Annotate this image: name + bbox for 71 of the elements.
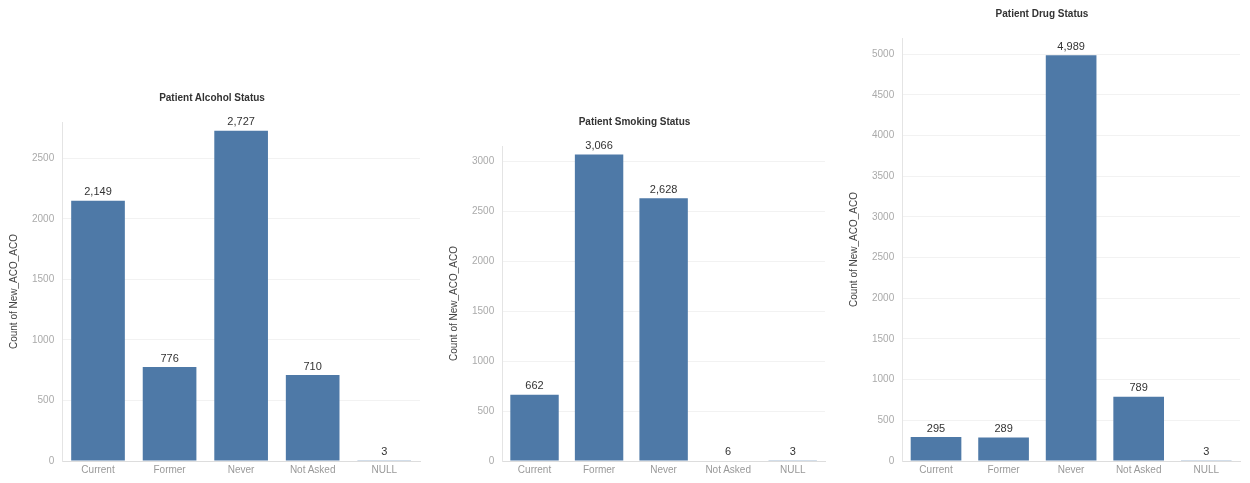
x-tick-label: Current — [517, 463, 552, 475]
data-label: 4,989 — [1057, 39, 1085, 52]
y-tick-label: 0 — [888, 454, 895, 466]
y-tick-label: 500 — [37, 394, 55, 406]
y-tick-label: 2500 — [32, 152, 55, 164]
x-tick-label: Not Asked — [705, 463, 751, 475]
bar — [142, 367, 197, 461]
data-label: 2,727 — [227, 115, 255, 128]
x-tick-label: Never — [1057, 463, 1086, 475]
y-tick-label: 4000 — [872, 129, 895, 141]
y-tick-label: 2000 — [32, 212, 55, 224]
x-tick-label: Never — [227, 463, 256, 475]
x-tick-label: Former — [153, 463, 187, 475]
y-tick-label: 2000 — [872, 292, 895, 304]
bar — [639, 198, 688, 461]
y-tick-label: 2000 — [472, 254, 495, 266]
bar — [978, 437, 1029, 461]
data-label: 3 — [381, 445, 388, 458]
y-tick-label: 1500 — [32, 273, 55, 285]
y-tick-label: 500 — [477, 404, 495, 416]
y-tick-label: 0 — [488, 454, 495, 466]
data-label: 776 — [160, 351, 179, 364]
x-tick-label: Not Asked — [289, 463, 336, 475]
data-label: 710 — [303, 359, 322, 372]
y-tick-label: 5000 — [872, 48, 895, 60]
bar — [510, 394, 559, 461]
bar — [1113, 396, 1165, 461]
y-tick-label: 0 — [48, 454, 55, 466]
y-tick-label: 2500 — [872, 251, 895, 263]
y-axis-title: Count of New_ACO_ACO — [7, 233, 19, 350]
x-tick-label: Current — [81, 463, 115, 475]
x-tick-label: NULL — [371, 463, 398, 475]
bar — [71, 200, 125, 461]
chart-title: Patient Alcohol Status — [159, 91, 266, 103]
y-tick-label: 1000 — [32, 333, 55, 345]
x-tick-label: Former — [582, 463, 616, 475]
data-label: 295 — [926, 421, 946, 434]
x-tick-label: Not Asked — [1115, 463, 1162, 475]
bar — [214, 130, 268, 461]
data-label: 3 — [789, 445, 796, 458]
data-label: 3 — [1203, 445, 1210, 458]
y-tick-label: 3500 — [872, 170, 895, 182]
x-tick-label: Former — [987, 463, 1021, 475]
y-tick-label: 2500 — [472, 204, 495, 216]
data-label: 2,149 — [84, 185, 112, 198]
y-tick-label: 1000 — [872, 373, 895, 385]
y-axis-title: Count of New_ACO_ACO — [847, 191, 859, 308]
y-tick-label: 3000 — [472, 154, 495, 166]
y-tick-label: 1500 — [472, 304, 495, 316]
y-tick-label: 1500 — [872, 332, 895, 344]
y-axis-title: Count of New_ACO_ACO — [447, 245, 459, 362]
y-tick-label: 500 — [877, 414, 895, 426]
y-tick-label: 1000 — [472, 354, 495, 366]
x-tick-label: NULL — [1193, 463, 1220, 475]
chart-title: Patient Drug Status — [995, 7, 1089, 19]
y-tick-label: 3000 — [872, 210, 895, 222]
bar — [574, 154, 624, 461]
data-label: 662 — [525, 379, 544, 392]
chart-title: Patient Smoking Status — [578, 115, 691, 127]
bar — [285, 375, 340, 461]
x-tick-label: NULL — [779, 463, 806, 475]
data-label: 289 — [994, 422, 1013, 435]
x-tick-label: Current — [919, 463, 953, 475]
y-tick-label: 4500 — [872, 88, 895, 100]
data-label: 6 — [725, 444, 732, 457]
bar — [1045, 55, 1097, 461]
x-tick-label: Never — [650, 463, 678, 475]
data-label: 3,066 — [585, 138, 613, 151]
bar — [910, 437, 962, 461]
data-label: 789 — [1129, 381, 1148, 394]
data-label: 2,628 — [649, 182, 678, 195]
